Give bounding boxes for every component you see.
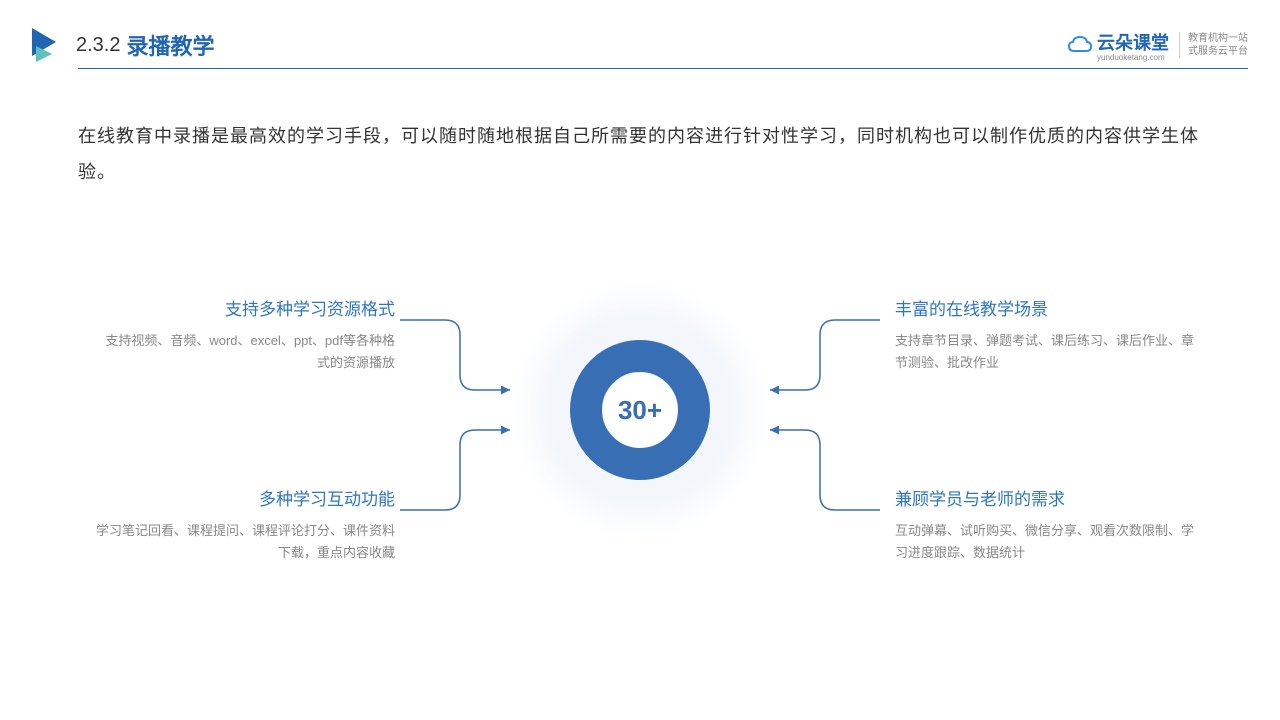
intro-text: 在线教育中录播是最高效的学习手段，可以随时随地根据自己所需要的内容进行针对性学习… [78, 118, 1220, 190]
section-number: 2.3.2 [76, 34, 120, 57]
feature-title: 多种学习互动功能 [95, 485, 395, 510]
center-stat: 30+ [510, 280, 770, 540]
cloud-icon [1067, 35, 1093, 55]
connector-br [770, 430, 880, 510]
brand-name: 云朵课堂 [1097, 29, 1169, 55]
feature-title: 兼顾学员与老师的需求 [895, 485, 1195, 510]
section-title: 录播教学 [126, 29, 214, 61]
feature-title: 丰富的在线教学场景 [895, 295, 1195, 320]
feature-desc: 互动弹幕、试听购买、微信分享、观看次数限制、学习进度跟踪、数据统计 [895, 520, 1195, 564]
connector-tl [400, 320, 510, 390]
stat-value: 30+ [603, 373, 677, 447]
feature-desc: 支持视频、音频、word、excel、ppt、pdf等各种格式的资源播放 [95, 330, 395, 374]
feature-desc: 学习笔记回看、课程提问、课程评论打分、课件资料下载，重点内容收藏 [95, 520, 395, 564]
feature-desc: 支持章节目录、弹题考试、课后练习、课后作业、章节测验、批改作业 [895, 330, 1195, 374]
connector-bl [400, 430, 510, 510]
feature-top-right: 丰富的在线教学场景 支持章节目录、弹题考试、课后练习、课后作业、章节测验、批改作… [895, 295, 1195, 374]
section-marker-icon [32, 28, 60, 62]
brand-tagline: 教育机构一站 式服务云平台 [1179, 32, 1248, 58]
title-underline [78, 68, 1248, 69]
feature-top-left: 支持多种学习资源格式 支持视频、音频、word、excel、ppt、pdf等各种… [95, 295, 395, 374]
connector-tr [770, 320, 880, 390]
feature-bottom-left: 多种学习互动功能 学习笔记回看、课程提问、课程评论打分、课件资料下载，重点内容收… [95, 485, 395, 564]
brand-domain: yunduoketang.com [1097, 53, 1169, 62]
feature-bottom-right: 兼顾学员与老师的需求 互动弹幕、试听购买、微信分享、观看次数限制、学习进度跟踪、… [895, 485, 1195, 564]
brand-logo: 云朵课堂 yunduoketang.com 教育机构一站 式服务云平台 [1067, 29, 1248, 62]
feature-title: 支持多种学习资源格式 [95, 295, 395, 320]
slide-header: 2.3.2 录播教学 云朵课堂 yunduoketang.com 教育机构一站 … [32, 28, 1248, 62]
